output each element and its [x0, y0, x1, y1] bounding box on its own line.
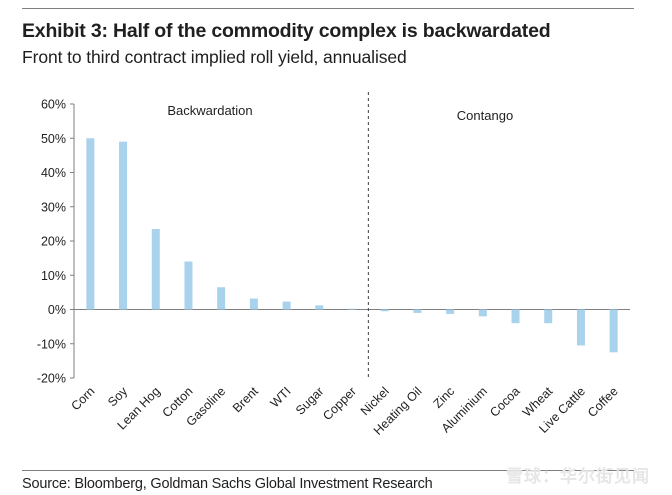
- bar-sugar: [315, 305, 324, 310]
- chart-title: Exhibit 3: Half of the commodity complex…: [22, 20, 551, 42]
- backwardation-label: Backwardation: [167, 103, 252, 118]
- y-tick-label: 30%: [41, 200, 66, 214]
- bar-chart: 60%50%40%30%20%10%0%-10%-20%Corn SoyLean …: [37, 92, 630, 438]
- bar-gasoline: [217, 287, 226, 310]
- contango-label: Contango: [457, 108, 513, 123]
- y-tick-label: 0%: [48, 303, 66, 317]
- y-tick-label: 60%: [41, 98, 66, 112]
- bar-coffee: [609, 309, 618, 353]
- y-tick-label: 50%: [41, 132, 66, 146]
- bottom-rule: [22, 470, 634, 471]
- x-tick-label: Coffee: [585, 384, 621, 420]
- bar-live-cattle: [576, 309, 585, 346]
- top-rule: [22, 8, 634, 9]
- x-tick-label: Corn: [68, 384, 97, 413]
- y-tick-label: 20%: [41, 235, 66, 249]
- y-tick-label: -10%: [37, 337, 66, 351]
- source-note: Source: Bloomberg, Goldman Sachs Global …: [22, 476, 433, 492]
- bar-soy: [119, 141, 128, 310]
- bar-aluminium: [478, 309, 487, 317]
- bar-corn: [86, 138, 95, 310]
- x-tick-label: WTI: [268, 384, 294, 410]
- y-tick-label: 10%: [41, 269, 66, 283]
- bar-cotton: [184, 261, 193, 310]
- x-tick-label: Brent: [230, 384, 261, 415]
- bar-zinc: [446, 309, 455, 314]
- watermark: 雪球：华尔街见闻: [506, 467, 650, 487]
- y-tick-label: 40%: [41, 166, 66, 180]
- bar-heating-oil: [413, 309, 422, 313]
- bar-wti: [282, 301, 291, 310]
- bar-wheat: [544, 309, 553, 324]
- x-tick-label: Soy: [105, 384, 131, 410]
- bar-nickel: [380, 309, 389, 312]
- x-tick-label: Copper: [320, 384, 359, 423]
- chart-subtitle: Front to third contract implied roll yie…: [22, 47, 407, 67]
- bar-lean-hog: [151, 229, 160, 310]
- y-tick-label: -20%: [37, 372, 66, 386]
- x-tick-label: Cocoa: [487, 384, 522, 419]
- bar-brent: [249, 298, 258, 310]
- bar-copper: [348, 308, 356, 310]
- bar-cocoa: [511, 309, 520, 324]
- x-tick-label: Zinc: [431, 384, 458, 411]
